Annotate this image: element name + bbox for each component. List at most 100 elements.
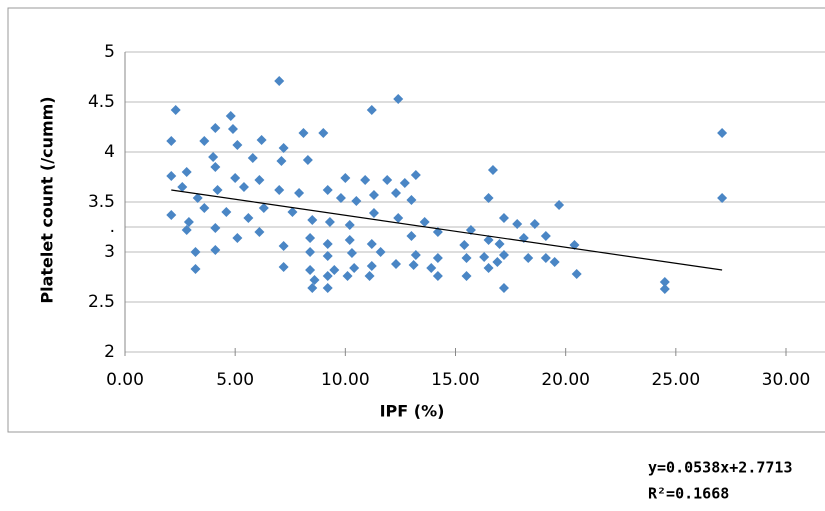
x-axis-label: IPF (%): [380, 402, 445, 421]
point: [512, 219, 523, 229]
point: [256, 135, 267, 145]
point: [368, 208, 379, 218]
point: [340, 173, 351, 183]
point: [498, 283, 509, 293]
point: [287, 207, 298, 217]
y-tick-label: 2: [104, 342, 115, 362]
point: [307, 215, 318, 225]
point: [717, 128, 728, 138]
point: [199, 136, 210, 146]
point: [549, 257, 560, 267]
y-tick-label: 3.5: [88, 192, 115, 212]
x-tick-label: 15.00: [431, 370, 480, 390]
point: [406, 195, 417, 205]
point: [329, 265, 340, 275]
point: [307, 283, 318, 293]
point: [322, 239, 333, 249]
point: [432, 253, 443, 263]
x-tick-label: 5.00: [216, 370, 254, 390]
point: [659, 284, 670, 294]
point: [305, 233, 316, 243]
point: [498, 250, 509, 260]
point: [391, 188, 402, 198]
point: [393, 94, 404, 104]
point: [305, 265, 316, 275]
point: [166, 171, 177, 181]
point: [366, 261, 377, 271]
point: [258, 203, 269, 213]
point: [238, 182, 249, 192]
equation: y=0.0538x+2.7713: [648, 459, 793, 477]
point: [274, 76, 285, 86]
point: [479, 252, 490, 262]
point: [523, 253, 534, 263]
point: [278, 262, 289, 272]
point: [364, 271, 375, 281]
y-tick-label: 3: [104, 242, 115, 262]
point: [181, 167, 192, 177]
point: [554, 200, 565, 210]
point: [406, 231, 417, 241]
point: [210, 245, 221, 255]
point: [344, 220, 355, 230]
point: [344, 235, 355, 245]
point: [351, 196, 362, 206]
point: [302, 155, 313, 165]
point: [318, 128, 329, 138]
y-tick-label: .: [110, 217, 115, 237]
point: [492, 257, 503, 267]
y-axis-label: Platelet count (/cumm): [38, 96, 57, 303]
point: [465, 225, 476, 235]
point: [426, 263, 437, 273]
point: [199, 203, 210, 213]
point: [177, 182, 188, 192]
x-tick-label: 10.00: [321, 370, 370, 390]
point: [529, 219, 540, 229]
point: [170, 105, 181, 115]
y-tick-label: 4.5: [88, 92, 115, 112]
point: [461, 253, 472, 263]
point: [190, 264, 201, 274]
x-tick-label: 0.00: [106, 370, 144, 390]
point: [324, 217, 335, 227]
point: [659, 277, 670, 287]
point: [487, 165, 498, 175]
point: [375, 247, 386, 257]
point: [227, 124, 238, 134]
point: [432, 271, 443, 281]
point: [232, 140, 243, 150]
point: [210, 123, 221, 133]
point: [408, 260, 419, 270]
point: [243, 213, 254, 223]
point: [569, 240, 580, 250]
point: [368, 190, 379, 200]
point: [309, 275, 320, 285]
point: [274, 185, 285, 195]
point: [498, 213, 509, 223]
point: [483, 193, 494, 203]
y-tick-label: 2.5: [88, 292, 115, 312]
point: [717, 193, 728, 203]
point: [540, 231, 551, 241]
y-tick-label: 5: [104, 42, 115, 62]
point: [192, 193, 203, 203]
point: [322, 185, 333, 195]
point: [322, 271, 333, 281]
point: [181, 225, 192, 235]
point: [410, 170, 421, 180]
point: [254, 175, 265, 185]
point: [349, 263, 360, 273]
point: [393, 213, 404, 223]
point: [278, 143, 289, 153]
point: [221, 207, 232, 217]
point: [483, 263, 494, 273]
point: [366, 239, 377, 249]
point: [230, 173, 241, 183]
point: [212, 185, 223, 195]
point: [298, 128, 309, 138]
point: [322, 283, 333, 293]
point: [276, 156, 287, 166]
point: [459, 240, 470, 250]
